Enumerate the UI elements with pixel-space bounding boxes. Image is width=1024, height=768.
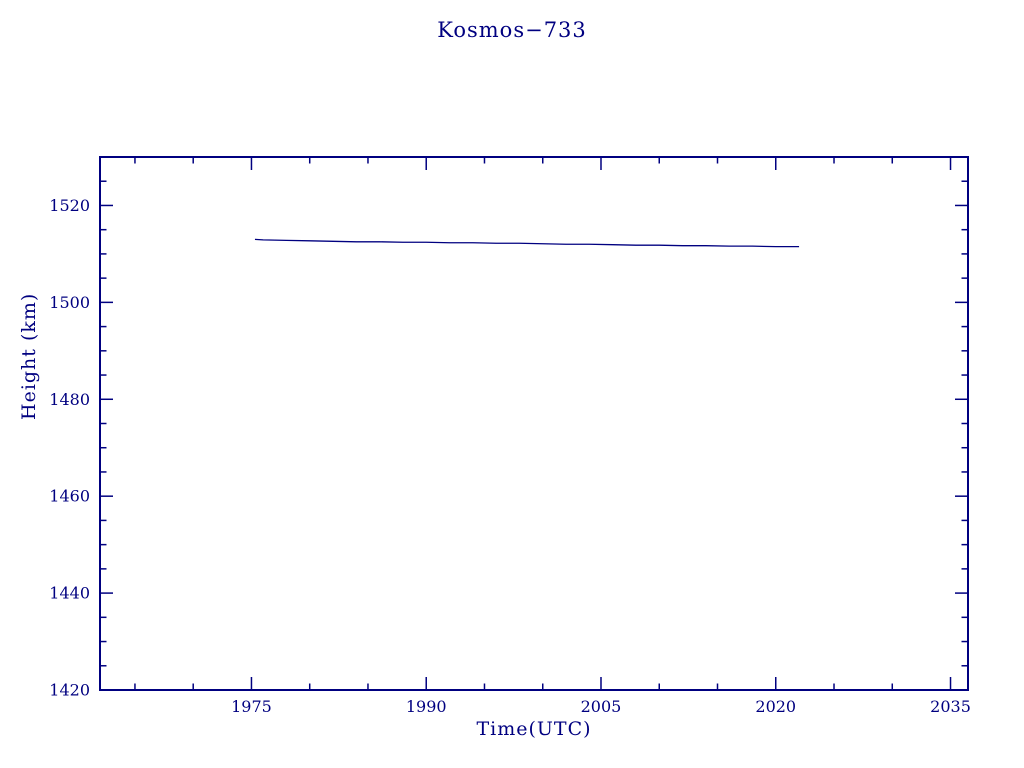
y-tick-label: 1460 xyxy=(49,487,90,506)
x-tick-label: 2020 xyxy=(755,697,796,716)
y-tick-label: 1440 xyxy=(49,584,90,603)
y-tick-label: 1480 xyxy=(49,390,90,409)
y-tick-label: 1500 xyxy=(49,293,90,312)
plot-frame xyxy=(99,156,969,691)
x-tick-label: 2005 xyxy=(581,697,622,716)
x-tick-label: 2035 xyxy=(930,697,971,716)
y-tick-label: 1520 xyxy=(49,196,90,215)
chart-title: Kosmos−733 xyxy=(437,18,587,42)
x-tick-label: 1975 xyxy=(231,697,272,716)
height-series-line xyxy=(254,238,800,248)
x-axis-label: Time(UTC) xyxy=(476,718,592,740)
y-tick-label: 1420 xyxy=(49,681,90,700)
x-tick-label: 1990 xyxy=(406,697,447,716)
